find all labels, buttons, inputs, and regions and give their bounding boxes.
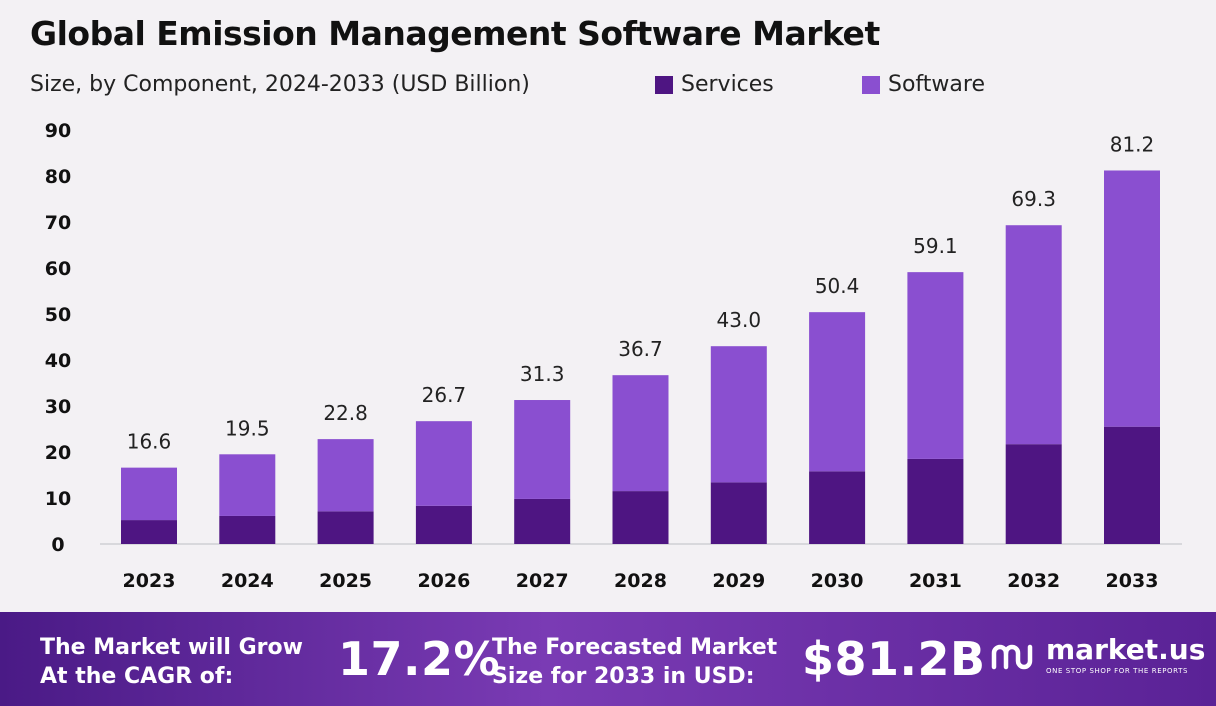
bar-total-label: 43.0 [717,308,762,332]
forecast-caption-line1: The Forecasted Market [492,635,778,660]
cagr-caption-line2: At the CAGR of: [40,664,234,689]
legend-label-software: Software [888,72,985,97]
bar-segment-services [219,515,276,544]
x-tick-label: 2032 [1007,570,1060,592]
x-tick-label: 2024 [221,570,274,592]
bar-segment-software [415,421,472,506]
market-us-logo-icon [991,644,1033,669]
legend-label-services: Services [681,72,774,97]
bar-total-label: 69.3 [1011,187,1056,211]
bar-segment-software [514,400,571,499]
bar-segment-software [809,312,866,472]
bar-total-label: 50.4 [815,274,860,298]
y-tick-label: 40 [45,350,71,372]
y-tick-label: 90 [45,120,71,142]
x-tick-label: 2029 [712,570,765,592]
legend-swatch-services [655,75,673,94]
bar-total-label: 81.2 [1110,132,1155,156]
bar-total-label: 19.5 [225,416,270,440]
brand-tagline: ONE STOP SHOP FOR THE REPORTS [1046,667,1189,675]
legend-item-services: Services [655,72,774,97]
y-tick-label: 80 [45,166,71,188]
chart-card: Global Emission Management Software Mark… [0,0,1216,612]
y-tick-label: 20 [45,442,71,464]
cagr-caption-line1: The Market will Grow [40,635,303,660]
bar-total-label: 36.7 [618,337,663,361]
x-tick-label: 2023 [123,570,176,592]
footer-banner: The Market will Grow At the CAGR of: 17.… [0,612,1216,706]
chart-title: Global Emission Management Software Mark… [30,14,880,53]
cagr-caption: The Market will Grow At the CAGR of: [40,633,303,691]
y-tick-label: 60 [45,258,71,280]
forecast-value: $81.2B [802,632,986,686]
bar-segment-services [809,471,866,544]
bar-segment-software [907,272,964,459]
x-tick-label: 2028 [614,570,667,592]
x-tick-label: 2031 [909,570,962,592]
bar-total-label: 31.3 [520,362,565,386]
legend-swatch-software [862,75,880,94]
forecast-caption: The Forecasted Market Size for 2033 in U… [492,633,777,691]
bar-segment-software [1104,170,1160,427]
x-tick-label: 2025 [319,570,372,592]
bar-segment-services [612,491,669,544]
brand-name: market.us [1046,633,1206,666]
bar-segment-software [1005,225,1062,445]
bar-segment-services [514,498,571,544]
x-tick-label: 2026 [417,570,470,592]
y-tick-label: 50 [45,304,71,326]
cagr-value: 17.2% [338,632,501,686]
bar-total-label: 59.1 [913,234,958,258]
bar-total-label: 26.7 [422,383,467,407]
bar-total-label: 16.6 [127,430,172,454]
y-tick-label: 30 [45,396,71,418]
forecast-caption-line2: Size for 2033 in USD: [492,664,755,689]
brand-logo: market.us ONE STOP SHOP FOR THE REPORTS [990,636,1205,675]
bar-segment-services [415,505,472,544]
y-tick-label: 10 [45,488,71,510]
legend-item-software: Software [862,72,985,97]
bar-segment-services [317,511,374,544]
bar-segment-software [219,454,276,516]
bar-segment-software [710,346,767,483]
chart-subtitle: Size, by Component, 2024-2033 (USD Billi… [30,72,530,97]
bar-segment-software [121,467,177,521]
x-tick-label: 2027 [516,570,569,592]
x-tick-label: 2033 [1106,570,1159,592]
bar-segment-software [317,439,374,512]
bar-total-label: 22.8 [323,401,368,425]
bar-segment-services [1005,444,1062,544]
bar-segment-services [907,458,964,544]
bar-segment-services [121,520,177,544]
bar-segment-services [1104,426,1160,544]
stacked-bar-chart: 010203040506070809016.6202319.5202422.82… [45,120,1182,592]
bar-segment-services [710,482,767,544]
y-tick-label: 70 [45,212,71,234]
bar-segment-software [612,375,669,492]
x-tick-label: 2030 [811,570,864,592]
y-tick-label: 0 [51,534,64,556]
